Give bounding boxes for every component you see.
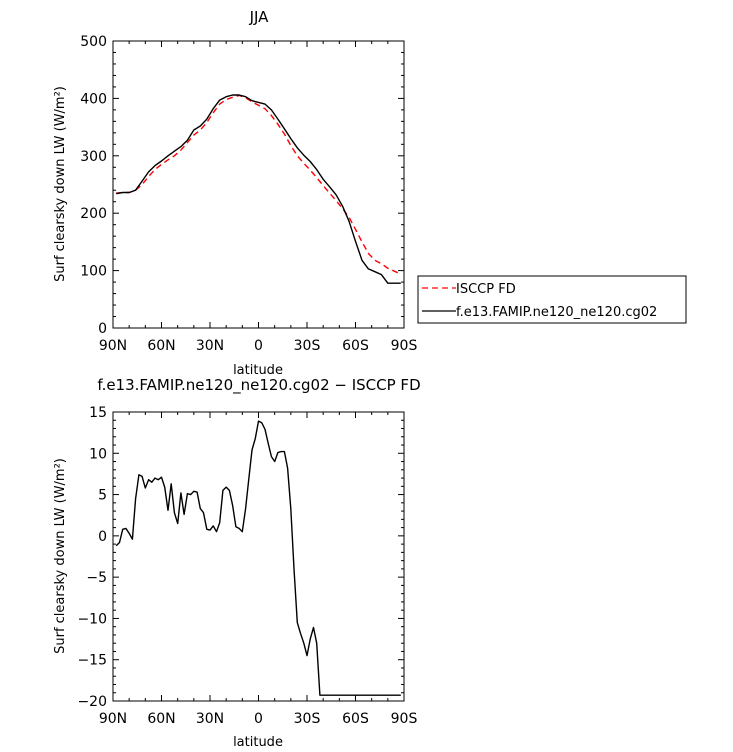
- y-tick-label: −5: [86, 570, 107, 586]
- axis-ticks: 90N 60N 30N 0 30S 60S 90S 0 100 200 300 400 500: [80, 34, 417, 354]
- data-series: [116, 94, 402, 284]
- y-tick-label: 100: [80, 264, 107, 280]
- y-tick-label: 10: [89, 446, 107, 462]
- series-line-isccp: [116, 94, 402, 275]
- y-tick-label: 15: [89, 405, 107, 421]
- plot-frame: [112, 40, 405, 329]
- x-tick-label: 90N: [99, 711, 127, 727]
- x-tick-label: 30N: [196, 711, 224, 727]
- legend: ISCCP FD f.e13.FAMIP.ne120_ne120.cg02: [417, 275, 687, 324]
- series-line-model: [116, 94, 401, 284]
- legend-box: [417, 275, 687, 324]
- x-tick-label: 0: [254, 338, 263, 354]
- x-tick-label: 90S: [391, 338, 418, 354]
- x-tick-label: 90N: [99, 338, 127, 354]
- x-tick-label: 60S: [342, 711, 369, 727]
- x-tick-label: 90S: [391, 711, 418, 727]
- x-tick-label: 30N: [196, 338, 224, 354]
- series-line-difference: [115, 420, 401, 696]
- x-tick-label: 60S: [342, 338, 369, 354]
- y-tick-label: 500: [80, 34, 107, 50]
- x-axis-label: latitude: [233, 363, 283, 378]
- y-tick-label: 0: [98, 529, 107, 545]
- plot-frame: [112, 411, 405, 702]
- x-tick-label: 60N: [147, 711, 175, 727]
- y-tick-label: 300: [80, 149, 107, 165]
- legend-label-isccp: ISCCP FD: [456, 282, 516, 297]
- y-axis-label: Surf clearsky down LW (W/m²): [53, 458, 68, 654]
- y-tick-label: −15: [77, 653, 107, 669]
- x-tick-label: 60N: [147, 338, 175, 354]
- x-tick-label: 0: [254, 711, 263, 727]
- axis-ticks: 90N 60N 30N 0 30S 60S 90S −20 −15 −10 −5 0 5 10 15: [77, 405, 417, 727]
- top-panel: JJA Surf clearsky down LW (W/m²) latitud…: [53, 8, 417, 378]
- y-tick-label: 200: [80, 206, 107, 222]
- bottom-panel: f.e13.FAMIP.ne120_ne120.cg02 − ISCCP FD …: [53, 376, 421, 750]
- difference-title: f.e13.FAMIP.ne120_ne120.cg02 − ISCCP FD: [97, 376, 420, 395]
- y-tick-label: 0: [98, 321, 107, 337]
- y-tick-label: 5: [98, 488, 107, 504]
- y-axis-label: Surf clearsky down LW (W/m²): [53, 86, 68, 282]
- x-axis-label: latitude: [233, 735, 283, 750]
- y-tick-label: −20: [77, 694, 107, 710]
- legend-label-model: f.e13.FAMIP.ne120_ne120.cg02: [456, 305, 657, 320]
- data-series: [115, 420, 401, 696]
- x-tick-label: 30S: [294, 338, 321, 354]
- chart-title: JJA: [249, 8, 270, 26]
- y-tick-label: 400: [80, 91, 107, 107]
- y-tick-label: −10: [77, 611, 107, 627]
- x-tick-label: 30S: [294, 711, 321, 727]
